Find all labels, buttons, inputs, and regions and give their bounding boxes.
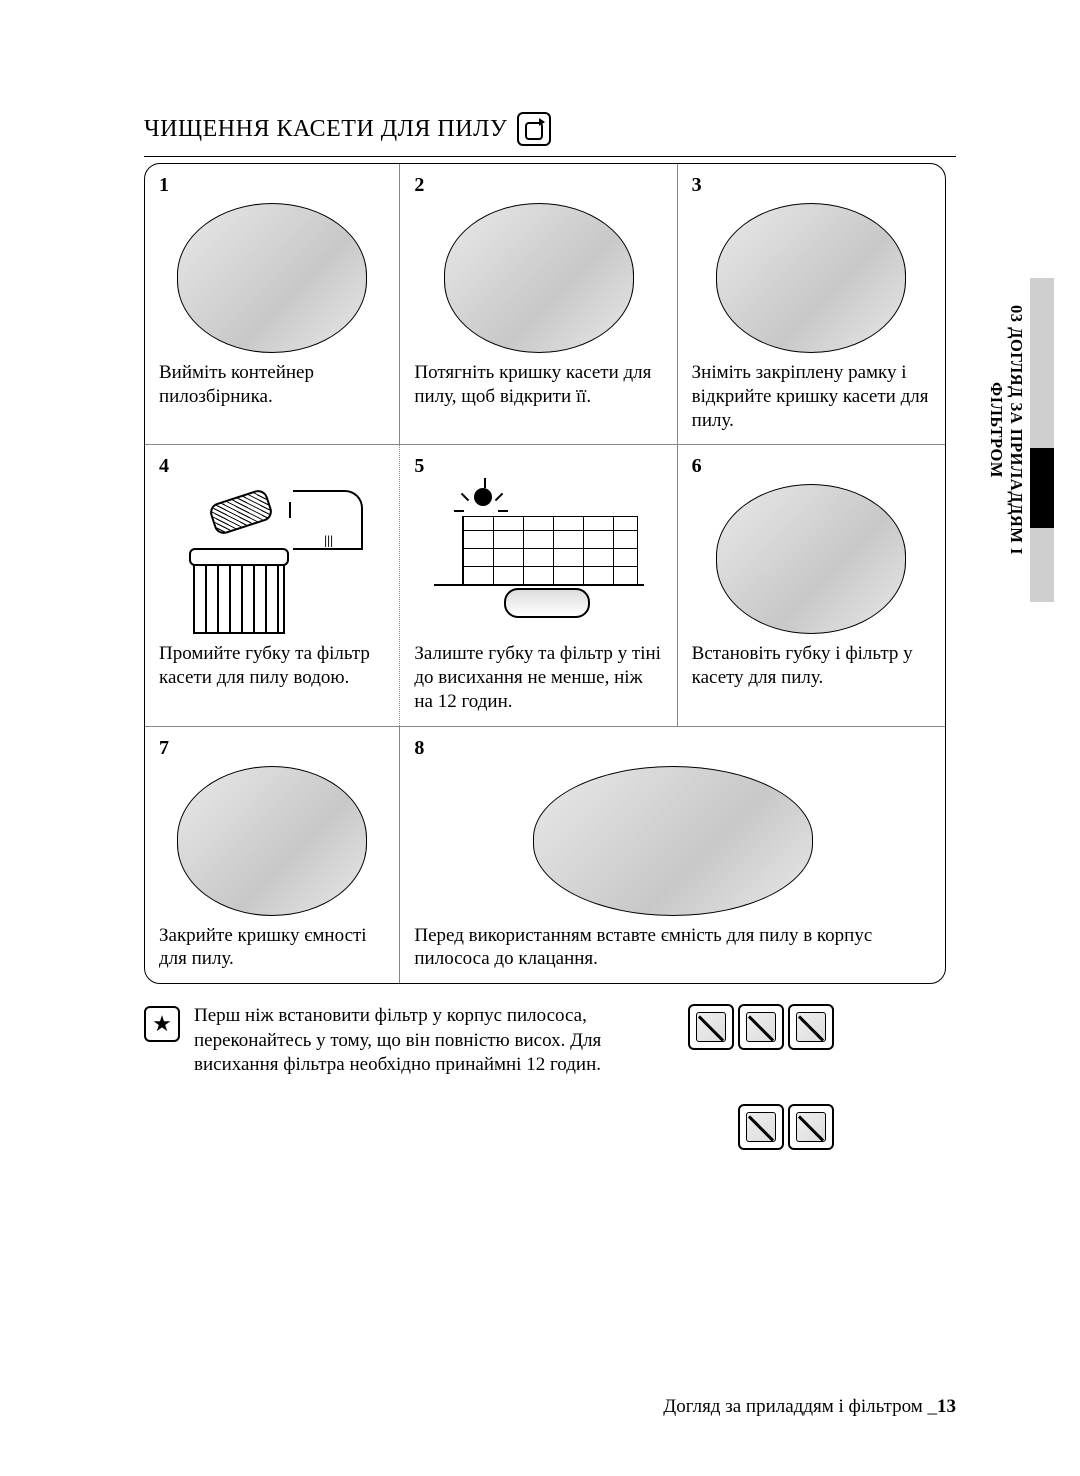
step-illustration <box>414 203 662 353</box>
step-cell: 4 ৷৷৷ Промийте губку та фільтр касети дл… <box>145 445 400 725</box>
step-cell: 8 Перед використанням вставте ємність дл… <box>400 727 945 984</box>
step-cell: 3 Зніміть закріплену рамку і відкрийте к… <box>678 164 945 444</box>
step-number: 2 <box>414 174 662 197</box>
step-illustration <box>692 484 931 634</box>
step-cell: 1 Вийміть контейнер пилозбірника. <box>145 164 400 444</box>
footer-text: Догляд за приладдям і фільтром _ <box>663 1396 937 1417</box>
step-illustration <box>414 484 662 634</box>
step-number: 8 <box>414 737 931 760</box>
step-illustration <box>159 203 385 353</box>
step-illustration: ৷৷৷ <box>159 484 385 634</box>
vacuum-open-lid-icon <box>444 203 634 353</box>
step-number: 7 <box>159 737 385 760</box>
step-caption: Залиште губку та фільтр у тіні до висиха… <box>414 642 662 713</box>
step-cell: 7 Закрийте кришку ємності для пилу. <box>145 727 400 984</box>
vacuum-reinsert-bin-icon <box>533 766 813 916</box>
vacuum-close-lid-icon <box>177 766 367 916</box>
steps-row: 7 Закрийте кришку ємності для пилу. 8 Пе… <box>145 727 945 984</box>
no-dryer-icon <box>738 1004 784 1050</box>
steps-row: 1 Вийміть контейнер пилозбірника. 2 Потя… <box>145 164 945 445</box>
page-footer: Догляд за приладдям і фільтром _13 <box>663 1396 956 1418</box>
step-caption: Потягніть кришку касети для пилу, щоб ві… <box>414 361 662 409</box>
page-number: 13 <box>937 1396 956 1417</box>
cassette-icon <box>517 112 551 146</box>
important-note: ★ Перш ніж встановити фільтр у корпус пи… <box>144 1004 946 1150</box>
vacuum-remove-frame-icon <box>716 203 906 353</box>
step-cell: 2 Потягніть кришку касети для пилу, щоб … <box>400 164 677 444</box>
section-heading-row: ЧИЩЕННЯ КАСЕТИ ДЛЯ ПИЛУ <box>144 112 956 146</box>
step-number: 5 <box>414 455 662 478</box>
section-side-tab: 03 ДОГЛЯД ЗА ПРИЛАДДЯМ І ФІЛЬТРОМ <box>990 278 1054 602</box>
step-cell: 6 Встановіть губку і фільтр у касету для… <box>678 445 945 725</box>
step-cell: 5 Залиште губку та фільтр у тіні до <box>400 445 677 725</box>
note-text: Перш ніж встановити фільтр у корпус пило… <box>194 1004 674 1078</box>
no-washing-machine-icon <box>738 1104 784 1150</box>
step-caption: Закрийте кришку ємності для пилу. <box>159 924 385 972</box>
step-caption: Встановіть губку і фільтр у касету для п… <box>692 642 931 690</box>
step-caption: Зніміть закріплену рамку і відкрийте кри… <box>692 361 931 432</box>
step-number: 1 <box>159 174 385 197</box>
step-number: 4 <box>159 455 385 478</box>
no-microwave-icon <box>688 1004 734 1050</box>
vacuum-illustration-icon <box>177 203 367 353</box>
wash-filter-icon: ৷৷৷ <box>177 484 367 634</box>
section-heading: ЧИЩЕННЯ КАСЕТИ ДЛЯ ПИЛУ <box>144 116 507 143</box>
step-illustration <box>692 203 931 353</box>
prohibition-icons <box>688 1004 834 1150</box>
no-tap-hot-icon <box>788 1004 834 1050</box>
step-caption: Промийте губку та фільтр касети для пилу… <box>159 642 385 690</box>
side-tab-label: 03 ДОГЛЯД ЗА ПРИЛАДДЯМ І ФІЛЬТРОМ <box>1002 278 1026 582</box>
heading-rule <box>144 156 956 157</box>
vacuum-insert-filter-icon <box>716 484 906 634</box>
steps-row: 4 ৷৷৷ Промийте губку та фільтр касети дл… <box>145 445 945 726</box>
step-caption: Перед використанням вставте ємність для … <box>414 924 931 972</box>
step-illustration <box>159 766 385 916</box>
step-number: 3 <box>692 174 931 197</box>
no-oven-icon <box>788 1104 834 1150</box>
manual-page: ЧИЩЕННЯ КАСЕТИ ДЛЯ ПИЛУ 1 Вийміть контей… <box>0 0 1080 1476</box>
steps-panel: 1 Вийміть контейнер пилозбірника. 2 Потя… <box>144 163 946 984</box>
step-illustration <box>414 766 931 916</box>
dry-filter-icon <box>434 484 644 634</box>
step-caption: Вийміть контейнер пилозбірника. <box>159 361 385 409</box>
step-number: 6 <box>692 455 931 478</box>
star-icon: ★ <box>144 1006 180 1042</box>
